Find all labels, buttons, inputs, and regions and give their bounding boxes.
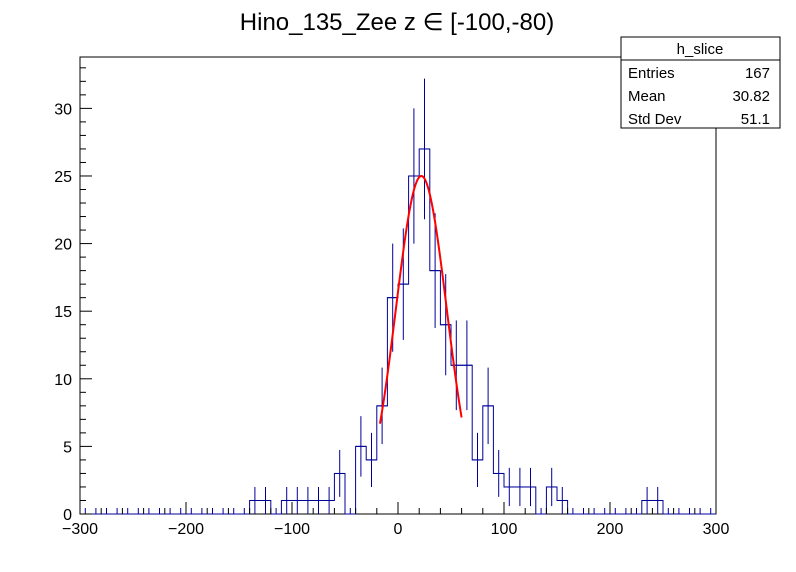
histogram-outline xyxy=(80,148,716,515)
x-tick-label: 300 xyxy=(703,521,730,538)
gaussian-fit-curve xyxy=(378,175,463,424)
stats-stddev-label: Std Dev xyxy=(628,111,682,128)
chart-title: Hino_135_Zee z ∈ [-100,-80) xyxy=(240,9,554,36)
x-tick-label: −300 xyxy=(62,521,98,538)
y-tick-label: 15 xyxy=(54,304,72,321)
x-tick-label: 200 xyxy=(597,521,624,538)
stats-entries-value: 167 xyxy=(745,65,770,82)
stats-box-title: h_slice xyxy=(677,41,724,58)
x-tick-label: 100 xyxy=(491,521,518,538)
gaussian-fit-series xyxy=(378,175,463,424)
x-tick-label: −200 xyxy=(168,521,204,538)
stats-mean-label: Mean xyxy=(628,88,666,105)
y-tick-label: 5 xyxy=(63,439,72,456)
stats-entries-label: Entries xyxy=(628,65,675,82)
y-tick-label: 25 xyxy=(54,169,72,186)
x-tick-label: −100 xyxy=(274,521,310,538)
y-tick-label: 0 xyxy=(63,507,72,524)
y-tick-label: 10 xyxy=(54,372,72,389)
y-tick-label: 20 xyxy=(54,237,72,254)
stats-mean-value: 30.82 xyxy=(732,88,770,105)
stats-stddev-value: 51.1 xyxy=(741,111,770,128)
y-tick-label: 30 xyxy=(54,101,72,118)
stats-box-border xyxy=(620,36,781,129)
stats-box: h_slice Entries 167 Mean 30.82 Std Dev 5… xyxy=(620,36,781,129)
axes: −300 −200 −100 0 100 200 300 0 5 10 15 20 25 30 xyxy=(54,67,730,538)
x-tick-label: 0 xyxy=(394,521,403,538)
